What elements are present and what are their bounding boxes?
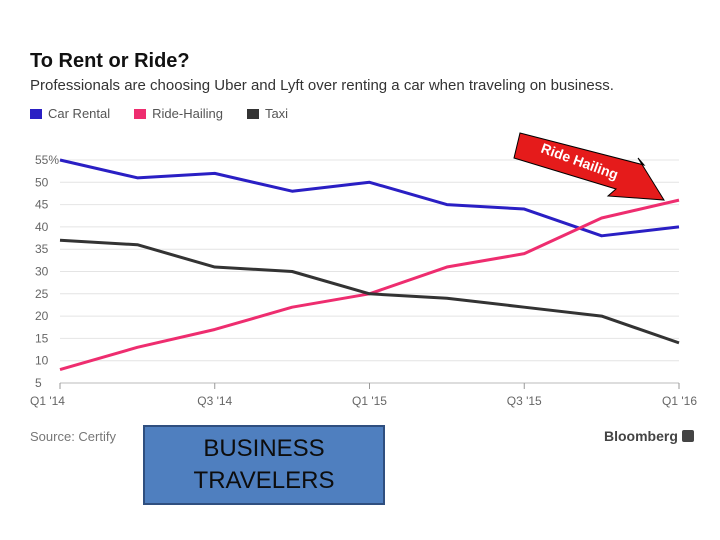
- y-tick-label: 50: [35, 175, 49, 189]
- y-tick-label: 20: [35, 309, 49, 323]
- y-tick-label: 25: [35, 287, 49, 301]
- chart-title: To Rent or Ride?: [30, 50, 190, 72]
- legend-label-ride-hailing: Ride-Hailing: [152, 106, 223, 121]
- brand-name: Bloomberg: [604, 428, 678, 444]
- x-axis-labels: Q1 '14 Q3 '14 Q1 '15 Q3 '15 Q1 '16: [30, 394, 697, 408]
- series-line-ride-hailing: [59, 198, 680, 372]
- legend-label-taxi: Taxi: [264, 106, 289, 121]
- series-line-car-rental: [59, 158, 680, 238]
- y-tick-label: 55%: [35, 153, 59, 167]
- x-tick-label: Q1 '15: [352, 394, 387, 408]
- y-tick-label: 40: [35, 220, 49, 234]
- y-tick-label: 30: [35, 265, 49, 279]
- bloomberg-icon: [681, 430, 694, 442]
- y-tick-label: 10: [35, 354, 49, 368]
- legend-swatch-ride-hailing: [134, 108, 147, 119]
- business-travelers-box: BUSINESS TRAVELERS: [143, 425, 385, 505]
- y-tick-label: 5: [35, 376, 42, 390]
- series-group: [59, 158, 680, 372]
- y-axis-labels: 55% 50 45 40 35 30 25 20 15 10 5: [35, 153, 59, 390]
- x-tick-label: Q3 '15: [507, 394, 542, 408]
- chart-subtitle: Professionals are choosing Uber and Lyft…: [30, 77, 614, 94]
- y-tick-label: 15: [35, 331, 49, 345]
- brand-logo: Bloomberg: [604, 428, 694, 444]
- y-tick-label: 45: [35, 198, 49, 212]
- legend: Car Rental Ride-Hailing Taxi: [30, 106, 288, 121]
- box-line-2: TRAVELERS: [193, 467, 335, 494]
- legend-label-car-rental: Car Rental: [48, 106, 111, 121]
- source-note: Source: Certify: [30, 429, 116, 444]
- x-tick-label: Q1 '14: [30, 394, 65, 408]
- series-line-taxi: [59, 238, 680, 345]
- box-line-1: BUSINESS: [203, 435, 325, 462]
- grid: [59, 159, 680, 389]
- legend-item-car-rental: Car Rental: [30, 106, 110, 121]
- x-tick-label: Q1 '16: [662, 394, 697, 408]
- y-tick-label: 35: [35, 242, 49, 256]
- x-tick-label: Q3 '14: [197, 394, 232, 408]
- callout-arrow-shape: [513, 132, 665, 201]
- legend-swatch-taxi: [246, 108, 259, 119]
- legend-item-taxi: Taxi: [246, 106, 289, 121]
- legend-swatch-car-rental: [30, 108, 42, 119]
- legend-item-ride-hailing: Ride-Hailing: [134, 106, 223, 121]
- ride-hailing-callout: Ride Hailing: [513, 132, 665, 201]
